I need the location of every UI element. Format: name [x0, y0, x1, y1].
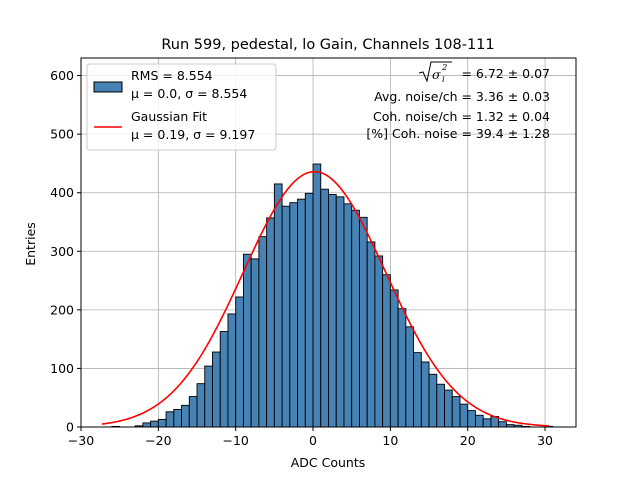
legend-entry-hist-params: μ = 0.0, σ = 8.554 [131, 86, 247, 101]
y-axis-label: Entries [23, 222, 38, 266]
annotation-coh-percent: [%] Coh. noise = 39.4 ± 1.28 [366, 126, 550, 141]
histogram-bar [343, 203, 353, 428]
histogram-bar [204, 365, 213, 428]
y-tick-label: 200 [50, 302, 74, 317]
histogram-bar [289, 202, 299, 428]
histogram-bar [304, 192, 314, 428]
histogram-bar [451, 396, 461, 428]
histogram-bar [358, 216, 368, 428]
histogram-bar [320, 188, 329, 428]
y-tick-label: 400 [50, 185, 74, 200]
histogram-bar [428, 373, 438, 428]
histogram-bar [227, 313, 237, 428]
y-tick-label: 600 [50, 68, 74, 83]
histogram-bar [273, 183, 283, 428]
histogram-bar [188, 396, 198, 428]
histogram-bar [250, 258, 260, 428]
histogram-bar [335, 196, 345, 428]
histogram-bar [444, 389, 453, 428]
histogram-bar [266, 217, 275, 428]
x-tick-label: 0 [309, 433, 317, 448]
histogram-bar [142, 422, 152, 428]
gaussian-fit-curve [101, 170, 549, 427]
histogram-bar [467, 410, 476, 428]
x-tick-label: 10 [382, 433, 398, 448]
noise-annotations: σ 2 i = 6.72 ± 0.07 Avg. noise/ch = 3.36… [366, 61, 550, 141]
histogram-bar [235, 296, 244, 428]
annotation-sigma-value: = 6.72 ± 0.07 [461, 66, 550, 81]
histogram-bar [482, 418, 492, 428]
histogram-bar [498, 421, 507, 428]
histogram-bar [420, 361, 430, 428]
histogram-bar [405, 326, 415, 428]
histogram-bar [219, 331, 229, 428]
annotation-avg-noise: Avg. noise/ch = 3.36 ± 0.03 [374, 89, 550, 104]
histogram-bar [242, 253, 252, 428]
histogram-bar [351, 209, 360, 428]
y-tick-label: 500 [50, 127, 74, 142]
x-tick-label: −30 [68, 433, 94, 448]
histogram-bar [281, 205, 291, 428]
y-tick-label: 100 [50, 361, 74, 376]
sqrt-symbol-icon [418, 61, 452, 83]
histogram-bar [150, 420, 159, 428]
legend-box [86, 63, 277, 151]
annotation-coh-noise: Coh. noise/ch = 1.32 ± 0.04 [373, 109, 550, 124]
sigma-superscript: 2 [441, 63, 447, 73]
x-axis-label: ADC Counts [291, 455, 366, 470]
y-tick-label: 0 [66, 420, 74, 435]
x-tick-label: 30 [537, 433, 553, 448]
histogram-bar [165, 411, 175, 428]
histogram-bar [297, 198, 306, 428]
x-tick-label: −10 [222, 433, 248, 448]
histogram-bar [382, 274, 391, 428]
legend-entry-rms: RMS = 8.554 [131, 68, 213, 83]
histogram-bar [475, 414, 484, 428]
y-tick-label: 300 [50, 244, 74, 259]
histogram-bar [196, 383, 206, 428]
legend: RMS = 8.554 μ = 0.0, σ = 8.554 Gaussian … [86, 63, 277, 151]
histogram-bar [374, 255, 384, 428]
x-tick-label: 20 [460, 433, 476, 448]
histogram-bar [328, 194, 337, 428]
histogram-bar [397, 308, 407, 428]
histogram-bar [258, 236, 268, 428]
chart-title: Run 599, pedestal, lo Gain, Channels 108… [161, 37, 494, 53]
histogram-bar [459, 403, 469, 428]
histogram-bar [312, 163, 322, 428]
legend-patch-histogram [93, 81, 123, 93]
histogram-bar [212, 351, 221, 428]
legend-entry-fit-params: μ = 0.19, σ = 9.197 [131, 127, 255, 142]
histogram-bar [157, 418, 167, 428]
histogram-bar [413, 352, 422, 428]
histogram-bar [389, 289, 399, 428]
histogram-bar [366, 241, 376, 428]
histogram-bar [173, 408, 182, 428]
histogram-bar [436, 383, 445, 428]
x-tick-label: −20 [145, 433, 171, 448]
axes-frame [80, 57, 577, 428]
histogram-bar [181, 404, 190, 428]
sigma-symbol: σ [432, 67, 441, 82]
legend-entry-fit: Gaussian Fit [131, 109, 207, 124]
sigma-subscript: i [442, 75, 445, 85]
